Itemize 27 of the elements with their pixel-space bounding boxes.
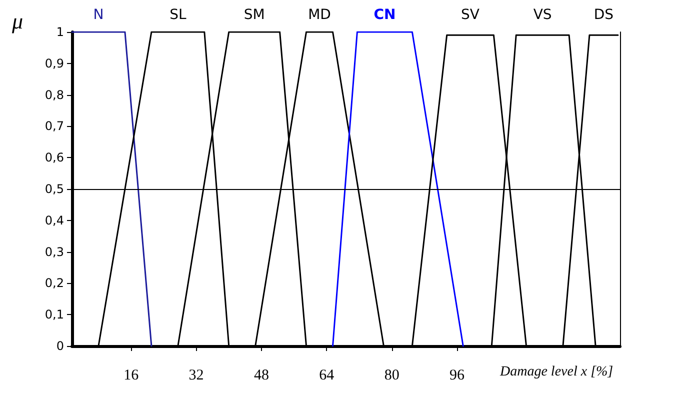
series-label: CN [374, 7, 396, 23]
series-label: DS [594, 7, 614, 23]
x-tick-label: 48 [254, 368, 269, 384]
y-tick-label: 0,7 [44, 119, 64, 134]
x-tick-label: 96 [450, 368, 466, 384]
y-tick-label: 0,1 [44, 308, 64, 322]
y-tick-label: 0,2 [44, 276, 64, 290]
y-axis-title: μ [11, 8, 24, 34]
x-tick-label: 16 [124, 368, 140, 384]
y-tick-label: 0,3 [44, 244, 64, 259]
x-tick-label: 32 [188, 368, 204, 384]
series-label: SL [170, 7, 186, 23]
y-tick-label: 0,8 [44, 88, 64, 102]
y-tick-label: 1 [56, 25, 64, 39]
x-axis-title: Damage level x [%] [499, 364, 614, 380]
series-label: MD [308, 7, 331, 23]
y-tick-label: 0,6 [44, 150, 64, 165]
series-label: SV [461, 7, 480, 23]
x-tick-label: 80 [384, 368, 400, 384]
x-tick-label: 64 [319, 368, 335, 384]
y-tick-label: 0,5 [44, 182, 64, 196]
series-label: SM [244, 7, 265, 23]
y-tick-label: 0 [56, 339, 64, 353]
y-tick-label: 0,9 [44, 56, 64, 70]
series-label: N [93, 7, 104, 23]
y-tick-label: 0,4 [44, 213, 64, 228]
series-label: VS [533, 7, 552, 23]
